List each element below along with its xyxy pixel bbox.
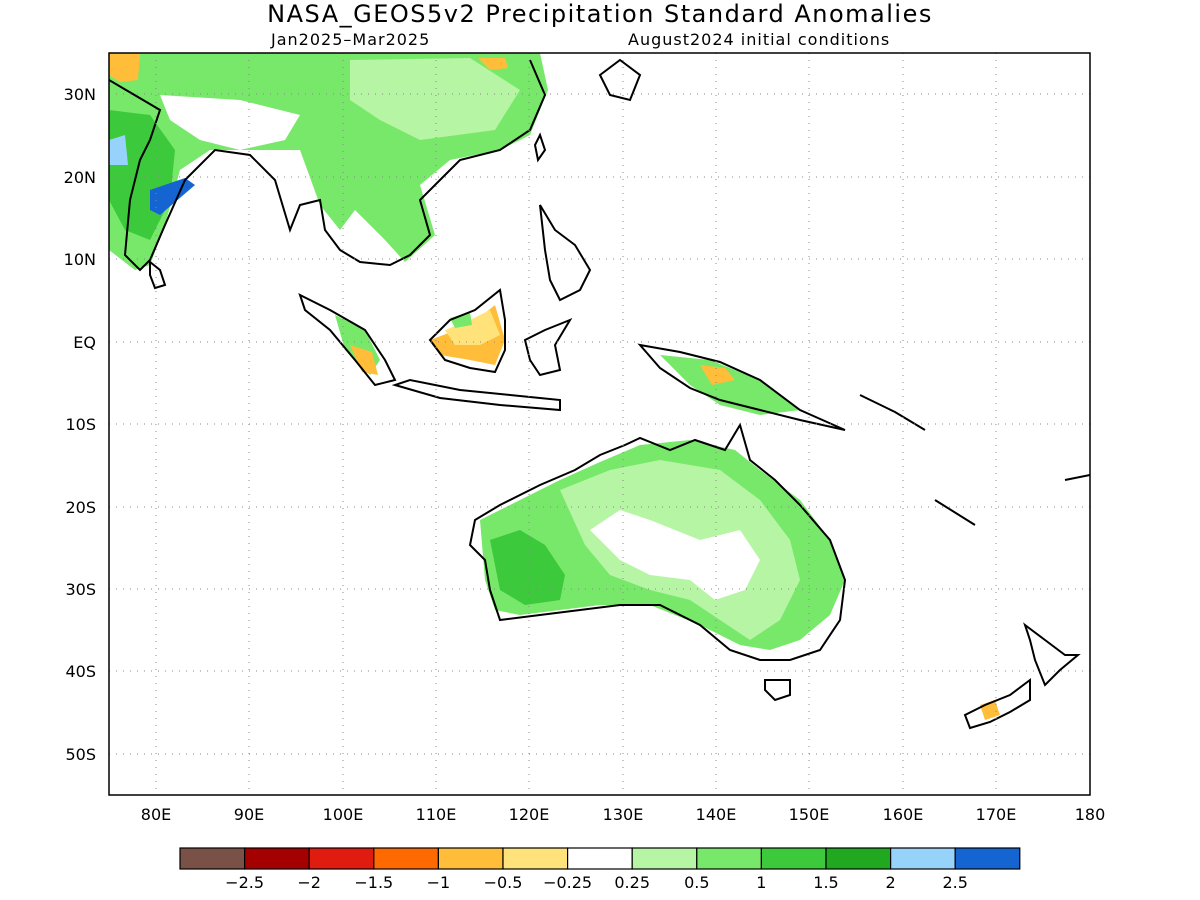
lon-tick: 90E: [234, 805, 264, 824]
coast-new-guinea: [637, 343, 846, 431]
legend-swatch: [760, 847, 827, 870]
legend-swatch: [244, 847, 310, 870]
lat-tick: 30S: [65, 580, 96, 599]
legend-swatch: [954, 847, 1021, 870]
lon-tick: 120E: [509, 805, 550, 824]
legend-label: 2: [886, 873, 896, 892]
coast-borneo: [428, 288, 506, 374]
coast-new-zealand-south: [963, 678, 1031, 730]
lat-tick: EQ: [73, 333, 96, 352]
initial-conditions: August2024 initial conditions: [628, 30, 891, 49]
legend-swatch: [889, 847, 956, 870]
lat-tick: 10S: [65, 415, 96, 434]
coast-sulawesi: [523, 317, 573, 377]
lon-tick: 160E: [883, 805, 924, 824]
legend-label: −0.25: [543, 873, 592, 892]
coast-japan: [598, 58, 642, 102]
anomaly-region-asia-light: [350, 58, 520, 140]
legend-swatch: [437, 847, 504, 870]
legend-label: 0.25: [614, 873, 650, 892]
legend-label: 0.5: [684, 873, 709, 892]
coast-sri-lanka: [149, 259, 167, 290]
color-legend: −2.5 −2 −1.5 −1 −0.5 −0.25 0.25 0.5 1 1.5 2 2.5: [179, 847, 1021, 892]
coast-java: [391, 378, 561, 412]
coast-taiwan: [533, 132, 547, 163]
legend-label: 2.5: [942, 873, 967, 892]
coast-australia: [468, 422, 847, 661]
lat-tick: 40S: [65, 662, 96, 681]
legend-swatch: [502, 847, 569, 870]
legend-swatch: [696, 847, 762, 870]
anomaly-region-india-blue: [109, 135, 128, 165]
legend-label: −1.5: [354, 873, 393, 892]
lat-tick: 10N: [64, 250, 96, 269]
graticule: [109, 53, 1090, 795]
lat-tick: 20S: [65, 498, 96, 517]
lon-tick: 180: [1075, 805, 1106, 824]
coast-new-zealand-north: [1023, 622, 1081, 687]
anomaly-region-australia-dark: [490, 530, 565, 605]
legend-label: −2: [297, 873, 321, 892]
legend-label: −2.5: [225, 873, 264, 892]
legend-swatch: [631, 847, 698, 870]
anomaly-region-new-guinea-dry: [700, 365, 735, 385]
anomaly-region-pakistan: [109, 53, 140, 82]
anomaly-region-india-strong: [150, 178, 195, 215]
legend-swatch: [179, 847, 246, 870]
legend-swatch: [373, 847, 439, 870]
coast-asia: [109, 59, 547, 272]
anomaly-region-new-guinea: [660, 355, 800, 415]
lon-tick: 110E: [416, 805, 457, 824]
lon-axis: 80E 90E 100E 110E 120E 130E 140E 150E 16…: [141, 805, 1106, 824]
coastlines: [109, 58, 1090, 730]
map-title: NASA_GEOS5v2 Precipitation Standard Anom…: [267, 0, 933, 28]
lon-tick: 150E: [789, 805, 830, 824]
legend-swatch: [308, 847, 375, 870]
coast-philippines: [539, 204, 592, 302]
coast-pacific-islands: [859, 394, 1090, 526]
legend-label: −0.5: [484, 873, 523, 892]
lat-tick: 20N: [64, 168, 96, 187]
lon-tick: 170E: [976, 805, 1017, 824]
legend-swatch: [566, 847, 633, 870]
map-frame: [108, 52, 1091, 796]
legend-swatch: [825, 847, 892, 870]
lon-tick: 100E: [323, 805, 364, 824]
lon-tick: 80E: [141, 805, 171, 824]
coast-sumatra: [298, 293, 397, 387]
legend-label: 1.5: [813, 873, 838, 892]
lon-tick: 130E: [603, 805, 644, 824]
anomaly-region-tibet-white: [160, 95, 300, 150]
lon-tick: 140E: [696, 805, 737, 824]
lat-tick: 30N: [64, 85, 96, 104]
legend-label: −1: [427, 873, 451, 892]
anomaly-region-australia-white: [590, 510, 760, 600]
anomaly-region-sumatra-dry: [350, 345, 378, 375]
anomaly-region-korea: [478, 58, 508, 70]
legend-label: 1: [756, 873, 766, 892]
anomaly-field: [109, 53, 1000, 720]
anomaly-region-borneo-light: [445, 310, 500, 345]
coast-tasmania: [764, 679, 791, 702]
forecast-period: Jan2025–Mar2025: [271, 30, 431, 49]
lat-axis: 30N 20N 10N EQ 10S 20S 30S 40S 50S: [64, 85, 96, 764]
lat-tick: 50S: [65, 745, 96, 764]
anomaly-region-borneo-wet: [450, 312, 472, 328]
